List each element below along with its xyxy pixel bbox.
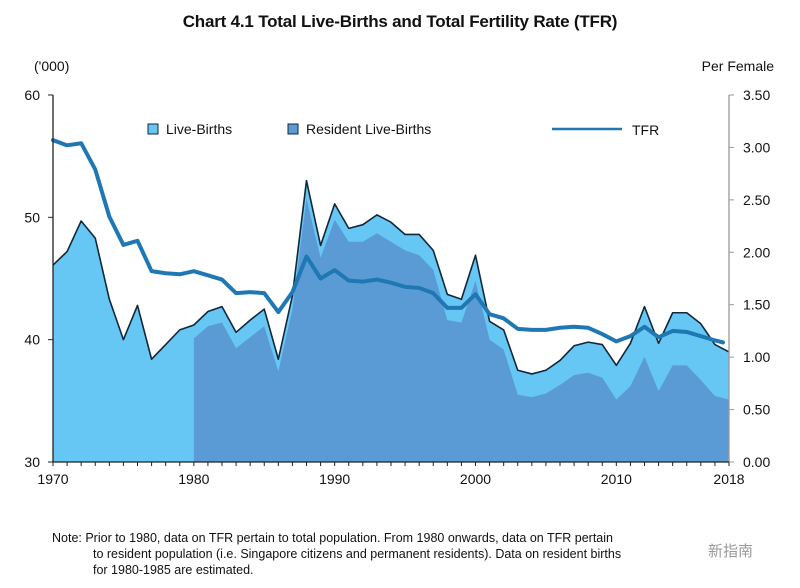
- area-resident-live-births: [193, 198, 730, 462]
- axes-layer: 1970 1980 1990 2000 2010 2018 30 40 50 60 0.00 0.50…: [24, 87, 770, 487]
- chart-title: Chart 4.1 Total Live-Births and Total Fe…: [182, 12, 618, 31]
- legend-label: Resident Live-Births: [306, 121, 431, 137]
- area-layer: [52, 179, 730, 462]
- legend-swatch: [147, 123, 159, 135]
- legend-label: Live-Births: [166, 121, 232, 137]
- y-right-tick-label: 3.50: [743, 87, 770, 103]
- legend-label: TFR: [632, 122, 659, 138]
- chart-note: Note: Prior to 1980, data on TFR pertain…: [52, 530, 752, 578]
- y-left-tick-label: 50: [24, 209, 40, 225]
- x-tick-label: 2018: [713, 471, 744, 487]
- x-tick-label: 1990: [319, 471, 350, 487]
- live-births-outline: [52, 179, 730, 375]
- y-left-tick-label: 40: [24, 332, 40, 348]
- legend: Live-Births Resident Live-Births TFR: [147, 121, 659, 138]
- y-left-tick-label: 30: [24, 454, 40, 470]
- y-right-tick-label: 0.50: [743, 402, 770, 418]
- x-tick-label: 2010: [601, 471, 632, 487]
- y-right-tick-label: 1.50: [743, 297, 770, 313]
- y-right-tick-label: 0.00: [743, 454, 770, 470]
- left-axis-unit-label: ('000): [34, 58, 70, 74]
- watermark-text: 新指南: [708, 543, 754, 560]
- note-line-3: for 1980-1985 are estimated.: [93, 563, 254, 577]
- y-left-tick-label: 60: [24, 87, 40, 103]
- y-right-tick-label: 2.50: [743, 192, 770, 208]
- y-right-tick-label: 3.00: [743, 139, 770, 155]
- note-line-2: to resident population (i.e. Singapore c…: [93, 547, 622, 561]
- x-tick-label: 1970: [37, 471, 68, 487]
- legend-item-tfr: TFR: [552, 122, 659, 138]
- tfr-line: [51, 138, 725, 345]
- legend-swatch: [287, 123, 299, 135]
- legend-item-resident-live-births: Resident Live-Births: [287, 121, 431, 137]
- x-tick-label: 2000: [460, 471, 491, 487]
- right-axis-unit-label: Per Female: [701, 58, 774, 74]
- note-line-1: Note: Prior to 1980, data on TFR pertain…: [52, 531, 613, 545]
- legend-item-live-births: Live-Births: [147, 121, 232, 137]
- y-right-tick-label: 2.00: [743, 244, 770, 260]
- y-right-tick-label: 1.00: [743, 349, 770, 365]
- x-tick-label: 1980: [178, 471, 209, 487]
- tfr-layer: [51, 138, 725, 345]
